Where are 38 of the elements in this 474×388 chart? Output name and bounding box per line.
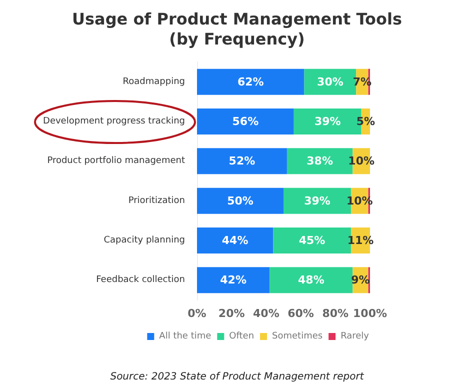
- legend-label: All the time: [159, 332, 212, 342]
- y-tick-label: Capacity planning: [104, 236, 185, 246]
- data-label: 50%: [227, 194, 254, 208]
- data-label: 52%: [228, 154, 256, 168]
- bar: [197, 148, 287, 174]
- data-label: 44%: [222, 234, 248, 247]
- y-tick-label: Development progress tracking: [43, 116, 185, 126]
- legend-label: Often: [229, 332, 254, 342]
- x-tick-label: 40%: [253, 307, 280, 320]
- bar: [197, 188, 284, 214]
- bar: [197, 228, 274, 254]
- data-label: 39%: [314, 115, 341, 128]
- data-label: 5%: [356, 115, 376, 128]
- y-tick-label: Feedback collection: [96, 275, 185, 286]
- x-tick-label: 80%: [322, 307, 349, 320]
- y-tick-label: Product portfolio management: [47, 156, 186, 166]
- x-tick-label: 20%: [218, 307, 245, 320]
- x-tick-label: 0%: [188, 307, 206, 320]
- data-label: 30%: [317, 75, 344, 88]
- bar: [197, 108, 294, 134]
- bar: [270, 267, 353, 294]
- x-tick-label: 100%: [353, 307, 387, 320]
- x-tick-label: 60%: [288, 307, 314, 320]
- data-label: 48%: [298, 274, 324, 287]
- legend-label: Rarely: [340, 332, 370, 342]
- data-label: 39%: [304, 194, 330, 208]
- bar: [197, 68, 304, 95]
- bar: [197, 267, 270, 294]
- data-label: 62%: [237, 75, 264, 88]
- y-tick-label: Prioritization: [128, 196, 185, 206]
- legend-label: Sometimes: [272, 332, 323, 342]
- chart-title: Usage of Product Management Tools (by Frequency): [72, 10, 402, 48]
- source-note: Source: 2023 State of Product Management report: [110, 372, 365, 382]
- data-label: 42%: [220, 274, 246, 287]
- data-label: 38%: [306, 154, 333, 168]
- data-label: 56%: [232, 115, 259, 128]
- data-label: 45%: [298, 234, 326, 247]
- y-tick-label: Roadmapping: [122, 76, 185, 87]
